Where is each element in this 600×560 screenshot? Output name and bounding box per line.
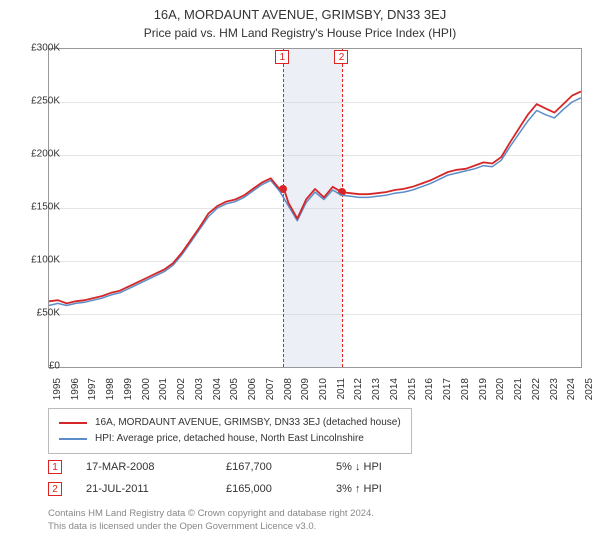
x-axis-label: 2015: [407, 378, 418, 400]
x-axis-label: 2016: [424, 378, 435, 400]
x-axis-label: 2005: [229, 378, 240, 400]
x-axis-label: 2021: [513, 378, 524, 400]
legend-item: 16A, MORDAUNT AVENUE, GRIMSBY, DN33 3EJ …: [59, 415, 401, 431]
legend-item: HPI: Average price, detached house, Nort…: [59, 431, 401, 447]
page-title: 16A, MORDAUNT AVENUE, GRIMSBY, DN33 3EJ: [0, 0, 600, 24]
table-row: 1 17-MAR-2008 £167,700 5% ↓ HPI: [48, 456, 406, 478]
marker-label-box: 1: [275, 50, 289, 64]
footer: Contains HM Land Registry data © Crown c…: [48, 508, 374, 534]
footer-line: Contains HM Land Registry data © Crown c…: [48, 508, 374, 521]
footer-line: This data is licensed under the Open Gov…: [48, 521, 374, 534]
x-axis-label: 2017: [442, 378, 453, 400]
x-axis-label: 2025: [584, 378, 595, 400]
x-axis-label: 2007: [265, 378, 276, 400]
x-axis-label: 2008: [283, 378, 294, 400]
chart-container: 16A, MORDAUNT AVENUE, GRIMSBY, DN33 3EJ …: [0, 0, 600, 560]
y-axis-label: £50K: [37, 308, 60, 319]
legend: 16A, MORDAUNT AVENUE, GRIMSBY, DN33 3EJ …: [48, 408, 412, 454]
x-axis-label: 2013: [371, 378, 382, 400]
plot-area: [48, 48, 582, 368]
legend-swatch-blue: [59, 438, 87, 440]
x-axis-label: 2006: [247, 378, 258, 400]
y-axis-label: £100K: [31, 255, 60, 266]
legend-label: HPI: Average price, detached house, Nort…: [95, 431, 364, 447]
sale-price: £165,000: [226, 483, 336, 495]
series-svg: [49, 49, 581, 367]
table-row: 2 21-JUL-2011 £165,000 3% ↑ HPI: [48, 478, 406, 500]
y-axis-label: £150K: [31, 202, 60, 213]
x-axis-label: 1996: [70, 378, 81, 400]
page-subtitle: Price paid vs. HM Land Registry's House …: [0, 24, 600, 40]
series-line-blue: [49, 98, 581, 306]
x-axis-label: 2009: [300, 378, 311, 400]
x-axis-label: 2023: [549, 378, 560, 400]
x-axis-label: 1995: [52, 378, 63, 400]
legend-label: 16A, MORDAUNT AVENUE, GRIMSBY, DN33 3EJ …: [95, 415, 401, 431]
series-line-red: [49, 91, 581, 303]
sale-marker-icon: 2: [48, 482, 62, 496]
x-axis-label: 2024: [566, 378, 577, 400]
y-axis-label: £300K: [31, 43, 60, 54]
x-axis-label: 2014: [389, 378, 400, 400]
x-axis-label: 2022: [531, 378, 542, 400]
x-axis-label: 2004: [212, 378, 223, 400]
legend-swatch-red: [59, 422, 87, 424]
y-axis-label: £0: [49, 361, 60, 372]
x-axis-label: 2020: [495, 378, 506, 400]
sale-date: 21-JUL-2011: [86, 483, 226, 495]
x-axis-label: 2010: [318, 378, 329, 400]
sale-price: £167,700: [226, 461, 336, 473]
y-axis-label: £200K: [31, 149, 60, 160]
sales-table: 1 17-MAR-2008 £167,700 5% ↓ HPI 2 21-JUL…: [48, 456, 406, 500]
sale-date: 17-MAR-2008: [86, 461, 226, 473]
sale-marker-icon: 1: [48, 460, 62, 474]
x-axis-label: 2011: [336, 378, 347, 400]
x-axis-label: 1998: [105, 378, 116, 400]
y-axis-label: £250K: [31, 96, 60, 107]
x-axis-label: 2002: [176, 378, 187, 400]
x-axis-label: 2003: [194, 378, 205, 400]
x-axis-label: 1997: [87, 378, 98, 400]
sale-delta: 3% ↑ HPI: [336, 483, 406, 495]
sale-delta: 5% ↓ HPI: [336, 461, 406, 473]
marker-label-box: 2: [334, 50, 348, 64]
x-axis-label: 2019: [478, 378, 489, 400]
x-axis-label: 2001: [158, 378, 169, 400]
x-axis-label: 1999: [123, 378, 134, 400]
x-axis-label: 2018: [460, 378, 471, 400]
x-axis-label: 2000: [141, 378, 152, 400]
x-axis-label: 2012: [353, 378, 364, 400]
